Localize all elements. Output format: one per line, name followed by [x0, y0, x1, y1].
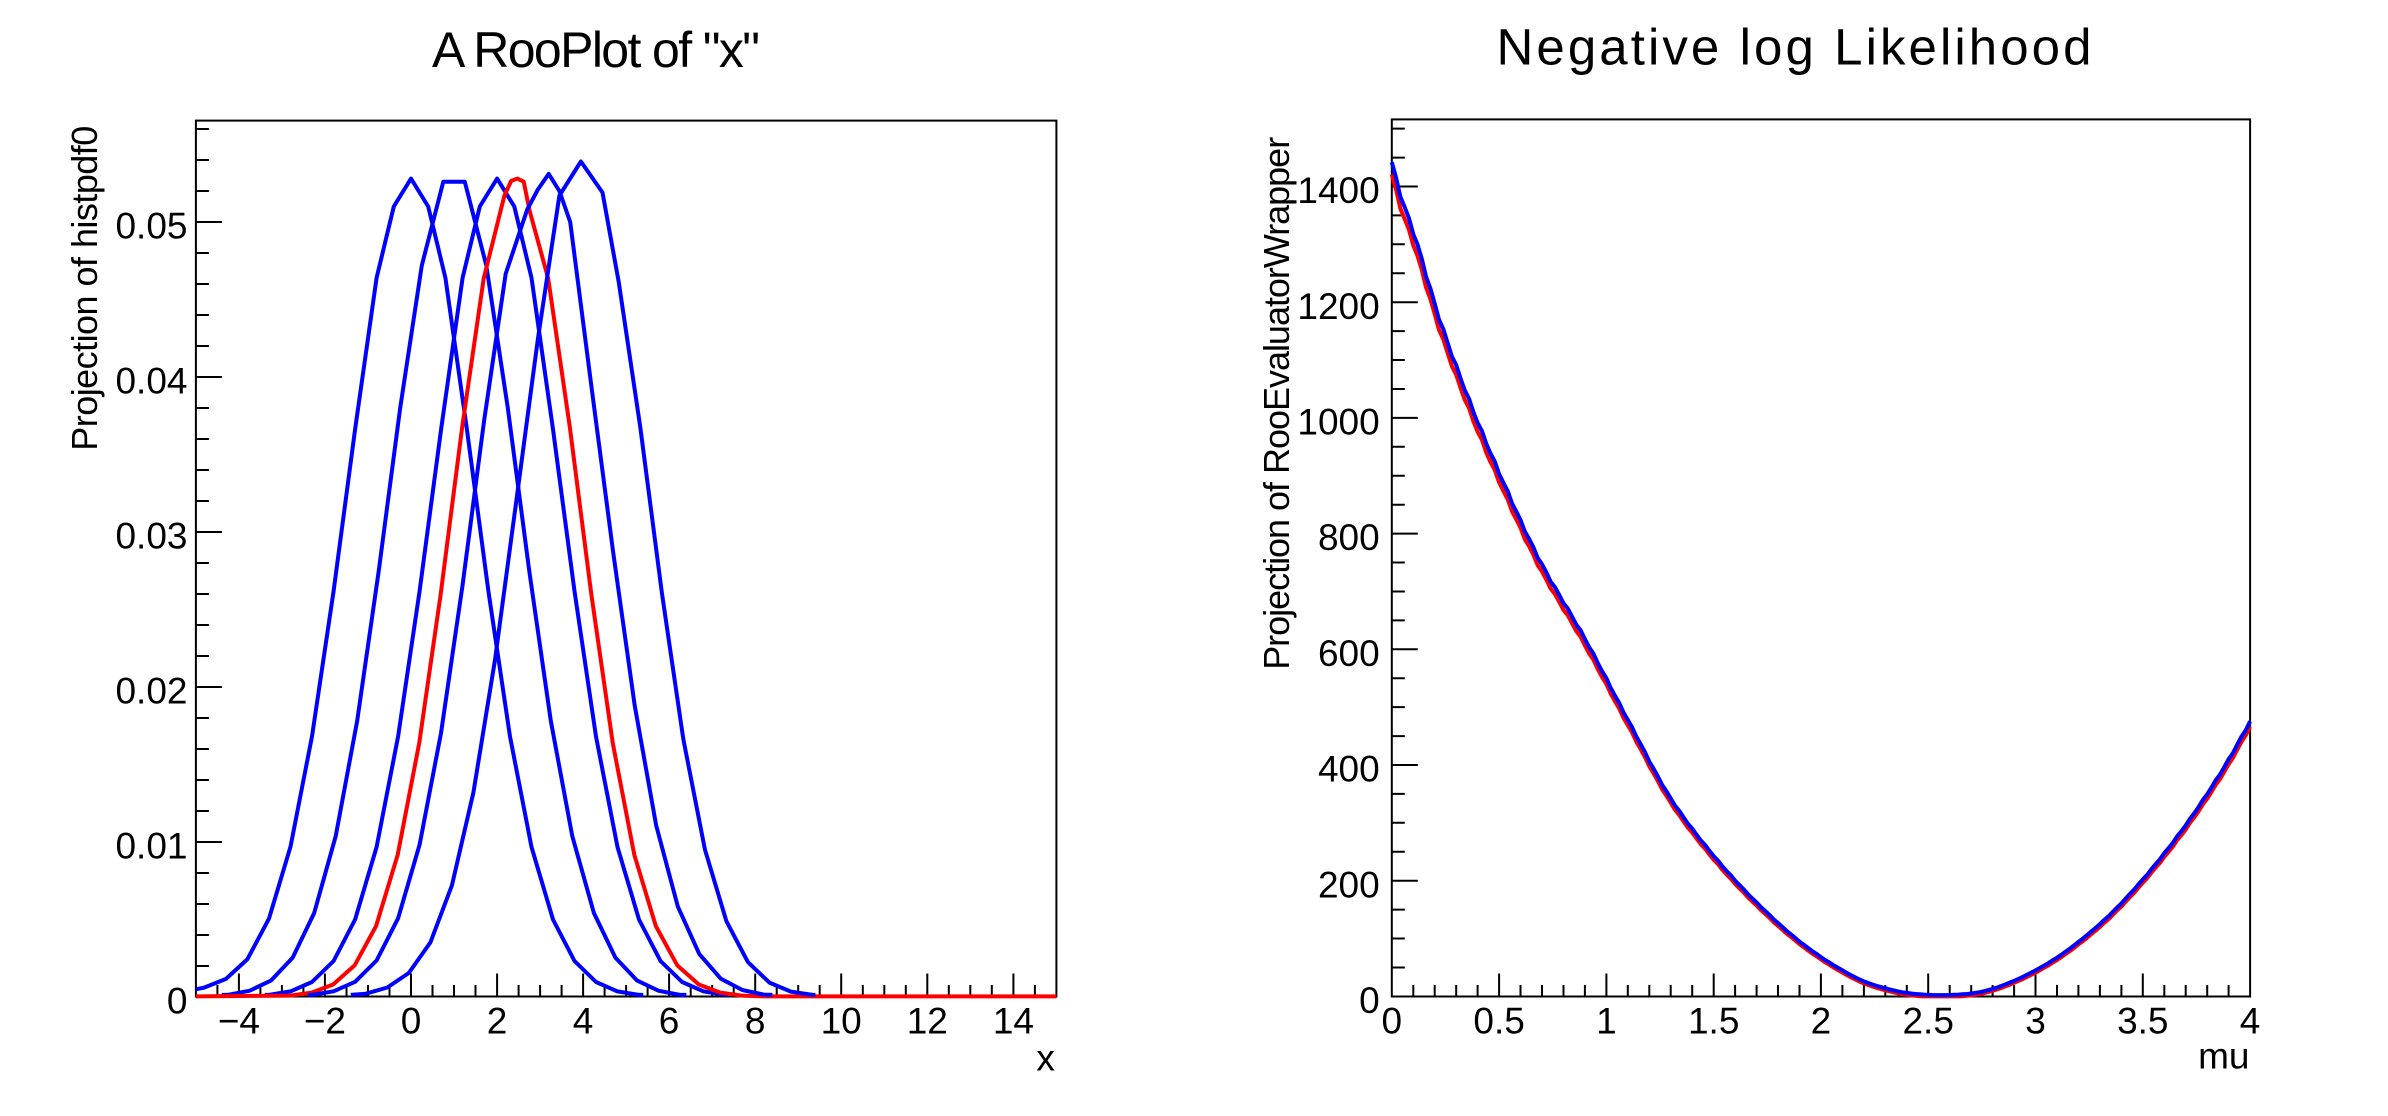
- svg-text:4: 4: [573, 1001, 594, 1042]
- svg-text:4: 4: [2240, 1001, 2261, 1042]
- svg-text:0: 0: [1382, 1001, 1403, 1042]
- svg-text:8: 8: [745, 1001, 766, 1042]
- svg-text:0.01: 0.01: [115, 826, 187, 867]
- svg-text:3: 3: [2025, 1001, 2046, 1042]
- svg-text:14: 14: [993, 1001, 1034, 1042]
- svg-text:2: 2: [1811, 1001, 1832, 1042]
- svg-text:−4: −4: [218, 1001, 260, 1042]
- svg-text:10: 10: [821, 1001, 862, 1042]
- svg-text:1: 1: [1596, 1001, 1617, 1042]
- svg-text:200: 200: [1318, 864, 1380, 905]
- svg-text:3.5: 3.5: [2117, 1001, 2168, 1042]
- svg-text:mu: mu: [2198, 1036, 2249, 1077]
- svg-text:1.5: 1.5: [1688, 1001, 1739, 1042]
- svg-text:400: 400: [1318, 749, 1380, 790]
- svg-text:0.03: 0.03: [115, 516, 187, 557]
- svg-text:6: 6: [659, 1001, 680, 1042]
- svg-text:0: 0: [167, 981, 188, 1022]
- svg-text:2: 2: [487, 1001, 508, 1042]
- svg-text:0.5: 0.5: [1473, 1001, 1524, 1042]
- svg-text:−2: −2: [304, 1001, 346, 1042]
- svg-text:0.05: 0.05: [115, 206, 187, 247]
- svg-text:x: x: [1036, 1037, 1055, 1078]
- svg-text:600: 600: [1318, 633, 1380, 674]
- svg-text:0.04: 0.04: [115, 361, 187, 402]
- svg-text:2.5: 2.5: [1902, 1001, 1953, 1042]
- svg-text:0.02: 0.02: [115, 671, 187, 712]
- svg-text:1000: 1000: [1297, 402, 1379, 443]
- svg-text:Negative log Likelihood: Negative log Likelihood: [1497, 19, 2092, 76]
- svg-text:0: 0: [401, 1001, 422, 1042]
- svg-text:800: 800: [1318, 517, 1380, 558]
- svg-text:0: 0: [1359, 980, 1380, 1021]
- svg-text:A RooPlot of "x": A RooPlot of "x": [432, 22, 760, 78]
- svg-text:12: 12: [907, 1001, 948, 1042]
- svg-text:1200: 1200: [1297, 286, 1379, 327]
- svg-text:Projection of RooEvaluatorWrap: Projection of RooEvaluatorWrapper: [1256, 137, 1297, 670]
- svg-text:Projection of histpdf0: Projection of histpdf0: [64, 126, 105, 451]
- svg-text:1400: 1400: [1297, 170, 1379, 211]
